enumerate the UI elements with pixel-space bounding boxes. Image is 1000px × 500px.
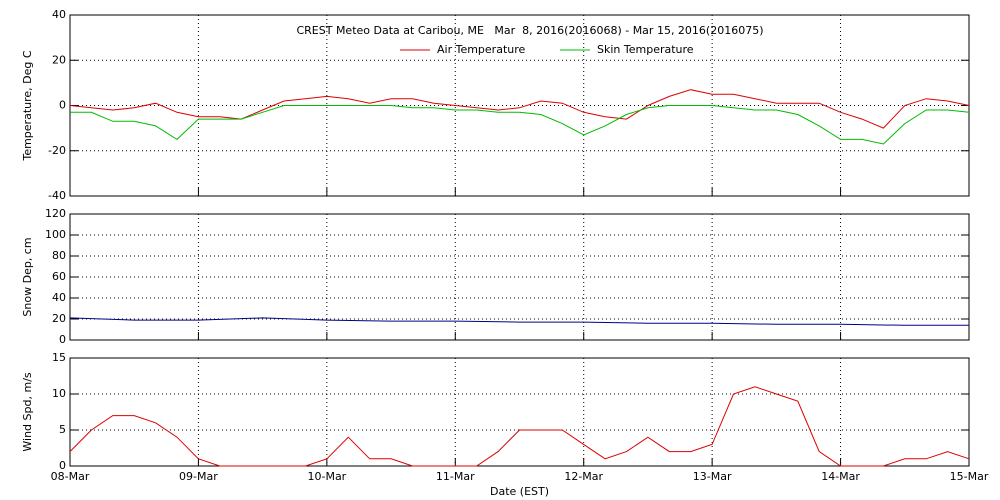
x-tick-label: 10-Mar	[307, 470, 346, 483]
y-tick-label: 15	[52, 351, 66, 364]
x-axis-label: Date (EST)	[490, 485, 549, 498]
y-tick-label: 60	[52, 270, 66, 283]
data-line	[69, 317, 969, 326]
x-tick-label: 12-Mar	[564, 470, 603, 483]
x-tick-label: 11-Mar	[436, 470, 475, 483]
y-tick-label: 10	[52, 387, 66, 400]
y-tick-label: 0	[59, 99, 66, 112]
y-tick-label: -20	[48, 144, 66, 157]
y-tick-label: 0	[59, 459, 66, 472]
plot-frame	[69, 357, 970, 467]
y-tick-label: 100	[45, 228, 66, 241]
y-tick-label: -40	[48, 189, 66, 202]
y-tick-label: 5	[59, 423, 66, 436]
legend-label: Skin Temperature	[597, 43, 694, 56]
y-tick-label: 40	[52, 291, 66, 304]
y-tick-label: 20	[52, 53, 66, 66]
data-line	[69, 89, 970, 129]
x-tick-label: 08-Mar	[51, 470, 90, 483]
y-tick-label: 80	[52, 249, 66, 262]
y-axis-label: Snow Dep, cm	[21, 237, 34, 316]
x-tick-label: 15-Mar	[950, 470, 989, 483]
y-axis-label: Temperature, Deg C	[21, 50, 34, 161]
data-line	[69, 386, 970, 467]
y-tick-label: 40	[52, 8, 66, 21]
data-line	[70, 105, 970, 145]
x-tick-label: 13-Mar	[693, 470, 732, 483]
y-tick-label: 120	[45, 207, 66, 220]
legend-label: Air Temperature	[437, 43, 526, 56]
y-tick-label: 20	[52, 312, 66, 325]
x-tick-label: 14-Mar	[821, 470, 860, 483]
x-tick-label: 09-Mar	[179, 470, 218, 483]
chart-title: CREST Meteo Data at Caribou, ME Mar 8, 2…	[296, 24, 763, 37]
y-tick-label: 0	[59, 333, 66, 346]
y-axis-label: Wind Spd, m/s	[21, 372, 34, 452]
